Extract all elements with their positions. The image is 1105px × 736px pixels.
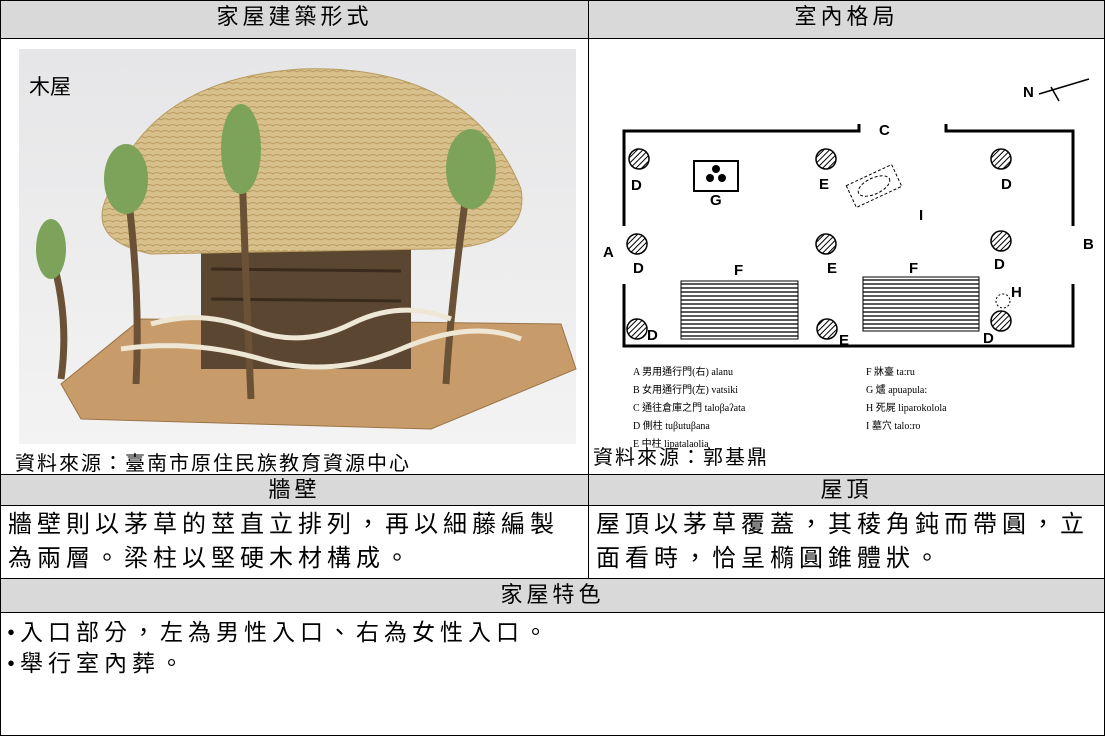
- plan-source: 資料來源：郭基鼎: [593, 447, 769, 469]
- floor-plan: N C D G E I D A D F E F D B H D E: [603, 78, 1094, 450]
- plan-label: I: [919, 207, 923, 224]
- plan-legend: A 男用通行門(右) alanu B 女用通行門(左) vatsiki C 通往…: [633, 365, 947, 450]
- plan-label: A: [603, 244, 614, 261]
- description: 牆壁則以茅草的莖直立排列，再以細藤編製為兩層。梁柱以堅硬木材構成。: [0, 505, 589, 579]
- features-cell: •入口部分，左為男性入口、右為女性入口。 •舉行室內葬。: [0, 612, 1105, 736]
- plan-label: D: [633, 260, 644, 277]
- header-cell: 家屋建築形式: [0, 0, 589, 39]
- plan-label: F: [909, 260, 918, 277]
- plan-label: E: [827, 260, 837, 277]
- features-header-cell: 家屋特色: [0, 578, 1105, 613]
- subheader: 屋頂: [820, 477, 873, 502]
- plan-label: E: [839, 332, 849, 349]
- plan-label: D: [647, 327, 658, 344]
- plan-label: H: [1011, 284, 1022, 301]
- header: 家屋建築形式: [216, 4, 373, 29]
- feature-item: •舉行室內葬。: [7, 651, 189, 676]
- compass: N: [1023, 84, 1034, 101]
- legend-entry: H 死屍 liparokolola: [866, 402, 947, 414]
- plan-labels: C D G E I D A D F E F D B H D E D: [603, 122, 1094, 349]
- photo-caption: 木屋: [29, 75, 71, 99]
- plan-label: D: [631, 177, 642, 194]
- pillars: [626, 148, 1012, 340]
- subheader-cell: 屋頂: [588, 474, 1105, 506]
- plan-label: D: [994, 256, 1005, 273]
- legend-entry: B 女用通行門(左) vatsiki: [633, 383, 738, 396]
- legend-entry: D 側柱 tuβutuβana: [633, 419, 710, 432]
- subheader: 牆壁: [268, 477, 321, 502]
- legend-entry: I 墓穴 talo:ro: [866, 419, 920, 432]
- legend-entry: A 男用通行門(右) alanu: [633, 365, 733, 378]
- plan-label: C: [879, 122, 890, 139]
- legend-entry: G 爐 apuapula:: [866, 383, 927, 396]
- legend-entry: F 牀臺 ta:ru: [866, 365, 915, 378]
- walls: [622, 78, 1090, 348]
- plan-label: F: [734, 262, 743, 279]
- plan-cell: N C D G E I D A D F E F D B H D E: [588, 38, 1105, 475]
- legend-entry: C 通往倉庫之門 taloβaʔata: [633, 401, 746, 414]
- plan-label: G: [710, 192, 722, 209]
- photo-source: 資料來源：臺南市原住民族教育資源中心: [15, 453, 411, 475]
- header-cell: 室內格局: [588, 0, 1105, 39]
- plan-label: D: [983, 330, 994, 347]
- plan-label: D: [1001, 176, 1012, 193]
- legend-entry: E 中柱 lipatalaolia: [633, 437, 709, 450]
- photo-cell: 木屋 資料來源：臺南市原住民族教育資源中心: [0, 38, 589, 475]
- features-header: 家屋特色: [500, 582, 605, 607]
- description: 屋頂以茅草覆蓋，其稜角鈍而帶圓，立面看時，恰呈橢圓錐體狀。: [588, 505, 1105, 579]
- feature-item: •入口部分，左為男性入口、右為女性入口。: [7, 620, 553, 645]
- house-photo: 木屋: [19, 49, 577, 444]
- header: 室內格局: [794, 4, 899, 29]
- plan-label: B: [1083, 236, 1094, 253]
- subheader-cell: 牆壁: [0, 474, 589, 506]
- plan-label: E: [819, 176, 829, 193]
